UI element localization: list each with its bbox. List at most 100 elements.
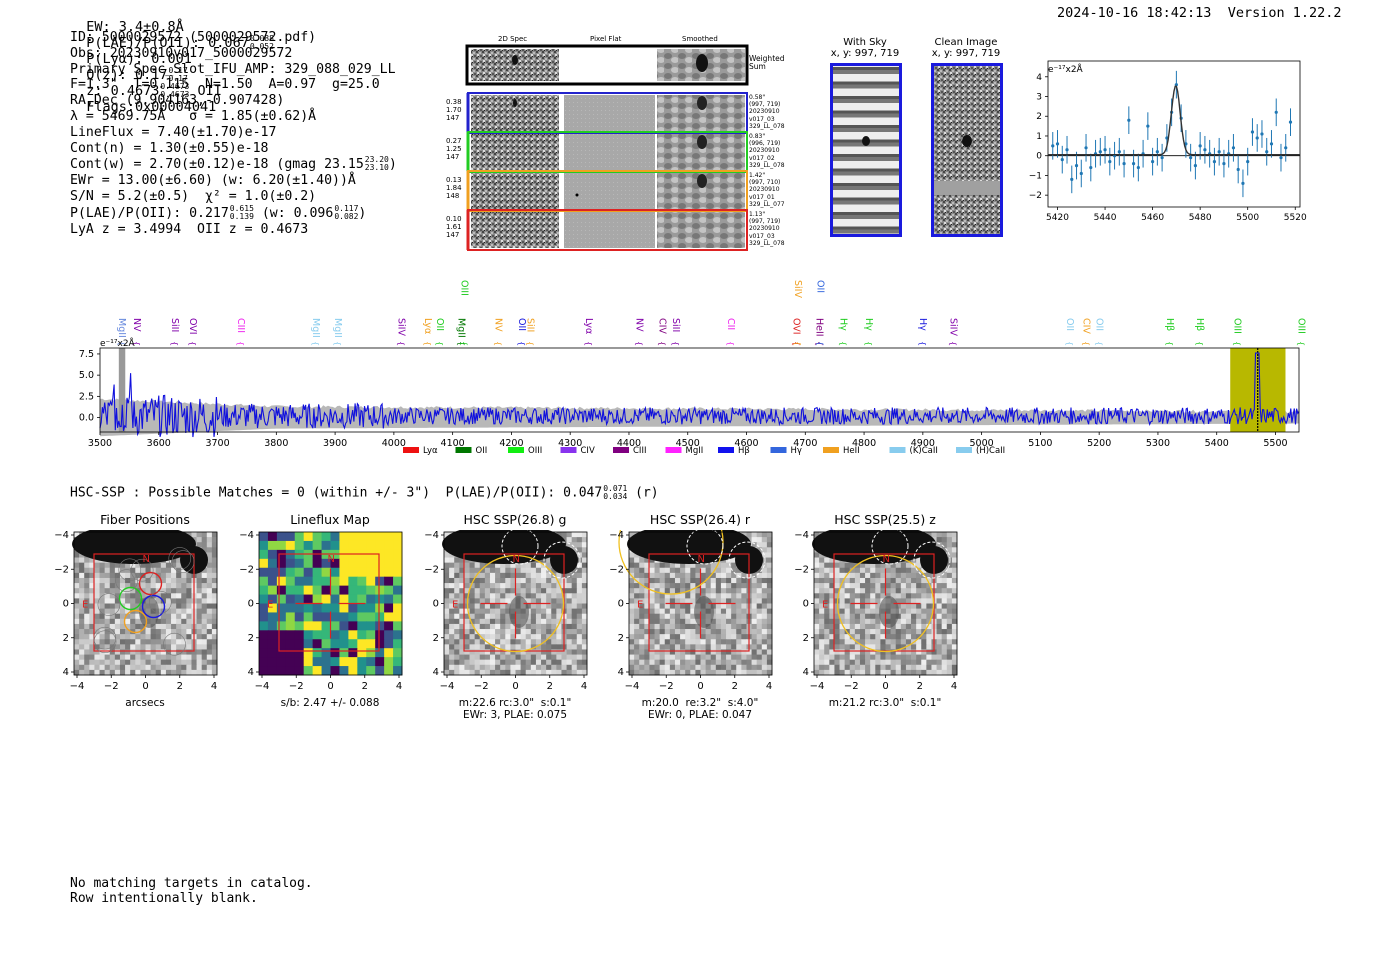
- hsc-ytick-label: 4: [63, 667, 69, 678]
- zoom-data-point: [1079, 171, 1083, 176]
- spectrum-line-bracket: {: [793, 341, 802, 346]
- north-label: N: [328, 554, 335, 565]
- spectrum-legend-swatch: [613, 447, 629, 453]
- hsc-ytick-label: −2: [424, 564, 439, 575]
- zoom-data-point: [1279, 156, 1283, 160]
- zoom-ytick-label: −1: [1029, 171, 1042, 181]
- hsc-xtick-label: 4: [211, 681, 217, 692]
- hsc-ytick-label: 0: [618, 599, 624, 610]
- full-spectrum-chart: 3500 3600 3700 3800 3900 4000 4100 4200 4300 4400…: [79, 280, 1307, 456]
- info-ewr: EWr = 13.00(±6.60) (w: 6.20(±1.40))Å: [70, 173, 356, 189]
- spectrum-line-bracket: {: [525, 341, 534, 346]
- spectrum-xtick-label: 4300: [558, 438, 582, 449]
- spectrum-xtick-label: 4500: [676, 438, 700, 449]
- spectrum-line-label: SiII: [524, 318, 535, 332]
- spectrum-line-label: OII: [815, 280, 826, 293]
- fiber-circle-bg: [130, 558, 154, 582]
- spectrum-line-bracket: {: [671, 341, 680, 346]
- spectrum-line-bracket: {: [517, 341, 526, 346]
- cutout-row-meta: 1.42" (997, 710) 20230910 v017_01 329_LL…: [749, 172, 785, 208]
- spectrum-xtick-label: 4400: [617, 438, 641, 449]
- info-lyaz: LyA z = 3.4994 OII z = 0.4673: [70, 221, 309, 237]
- spectrum-xtick-label: 4800: [852, 438, 876, 449]
- zoom-data-point: [1246, 160, 1250, 164]
- spectrum-line-label: NV: [131, 318, 142, 332]
- info-lineflux: LineFlux = 7.40(±1.70)e-17: [70, 124, 277, 140]
- zoom-data-point: [1151, 160, 1155, 164]
- hsc-xtick-label: −4: [440, 681, 455, 692]
- fiber-circle-bg: [148, 590, 172, 614]
- spectrum-ytick-label: 2.5: [79, 391, 94, 402]
- hsc-xtick-label: 4: [951, 681, 957, 692]
- zoom-data-point: [1055, 142, 1060, 146]
- spectrum-xtick-label: 3800: [264, 438, 288, 449]
- zoom-data-point: [1217, 150, 1221, 154]
- spectrum-line-bracket: {: [726, 341, 735, 346]
- spectrum-line-label: CIV: [1080, 318, 1091, 334]
- zoom-data-point: [1284, 146, 1288, 150]
- hsc-xtick-label: −2: [104, 681, 119, 692]
- zoom-data-point: [1070, 177, 1074, 181]
- north-label: N: [513, 554, 520, 565]
- spectrum-line-label: SiII: [670, 318, 681, 332]
- fiber-circle-bg: [97, 593, 121, 616]
- spectrum-line-bracket: {: [658, 341, 667, 346]
- spectrum-xtick-label: 3600: [147, 438, 171, 449]
- cutout-col-pixelflat: Pixel Flat: [590, 35, 622, 43]
- zoom-data-point: [1241, 181, 1245, 185]
- spectrum-xtick-label: 4200: [499, 438, 523, 449]
- spectrum-line-label: OIII: [1295, 318, 1306, 334]
- spectrum-line-label: SiIV: [948, 318, 959, 336]
- north-label: N: [883, 554, 890, 565]
- clean-coords: x, y: 997, 719: [931, 48, 1001, 59]
- fiber-circle-bg: [93, 626, 117, 650]
- spectrum-line-bracket: {: [1165, 341, 1174, 346]
- cutout-row: [466, 131, 748, 173]
- hsc-xtick-label: −2: [474, 681, 489, 692]
- hsc-ytick-label: 0: [248, 599, 254, 610]
- hsc-panel-lineflux: Lineflux Map N E −4 4 −2 2 0 0 2 −2 4 −4 s/b: 2.47 +/…: [239, 512, 425, 722]
- spectrum-line-label: OII: [1064, 318, 1075, 331]
- hsc-panel-title: HSC SSP(25.5) z: [834, 512, 936, 527]
- hsc-panel-r: HSC SSP(26.4) r N E −4 4 −2 2 0 0 2 −2 4 −4 m:20.0 re…: [609, 512, 795, 722]
- zoom-data-point: [1212, 160, 1217, 164]
- spectrum-xtick-label: 5500: [1263, 438, 1287, 449]
- cutout-panel: 2D Spec Pixel Flat Smoothed: [440, 33, 810, 258]
- spectrum-legend-label: (H)CaII: [976, 446, 1005, 456]
- hsc-xtick-label: 0: [512, 681, 518, 692]
- header-plae: P(LAE)/P(OII): 0.067 0.088 0.052: [86, 34, 274, 52]
- hsc-catalog-ellipse: [501, 530, 539, 565]
- cutout-row-stats: 0.13 1.84 148: [446, 176, 462, 200]
- hsc-panel-title: Fiber Positions: [100, 512, 190, 527]
- header-version: Version 1.22.2: [1227, 5, 1342, 21]
- spectrum-legend-swatch: [889, 447, 906, 453]
- spectrum-line-label: CIV: [657, 318, 668, 334]
- spectrum-line-bracket: {: [311, 341, 320, 346]
- fiber-circle: [138, 571, 163, 596]
- spectrum-line-label: Hγ: [917, 318, 928, 331]
- fiber-circle: [141, 594, 166, 619]
- spectrum-line-label: SiII: [169, 318, 180, 332]
- info-obs: Obs: 20230910v017_5000029572: [70, 45, 293, 61]
- hsc-ytick-label: −4: [239, 530, 254, 541]
- hsc-panel-caption: m:20.0 re:3.2" s:4.0" EWr: 0, PLAE: 0.04…: [641, 697, 759, 721]
- spectrum-line-bracket: {: [584, 341, 593, 346]
- cutout-col-smoothed: Smoothed: [682, 35, 718, 43]
- spectrum-line-label: NV: [634, 318, 645, 332]
- hsc-xtick-label: 0: [697, 681, 703, 692]
- weighted-sum-label: Weighted Sum: [749, 54, 785, 71]
- hsc-panel-caption: m:22.6 rc:3.0" s:0.1" EWr: 3, PLAE: 0.07…: [458, 697, 572, 721]
- hsc-panel-title: Lineflux Map: [290, 512, 370, 527]
- fiber-circle-bg: [163, 632, 186, 656]
- east-label: E: [267, 600, 273, 611]
- zoom-xtick-label: 5500: [1236, 213, 1259, 223]
- info-sn: S/N = 5.2(±0.5) χ² = 1.0(±0.2): [70, 188, 317, 204]
- spectrum-line-bracket: {: [435, 341, 444, 346]
- spectrum-legend-label: MgII: [686, 446, 704, 456]
- zoom-data-point: [1198, 144, 1202, 148]
- hsc-aperture-box: [93, 553, 195, 652]
- hsc-xtick-label: 4: [581, 681, 587, 692]
- header-z: z: 0.4673 0.4673 0.4673 OII: [86, 82, 222, 100]
- zoom-data-point: [1174, 83, 1178, 87]
